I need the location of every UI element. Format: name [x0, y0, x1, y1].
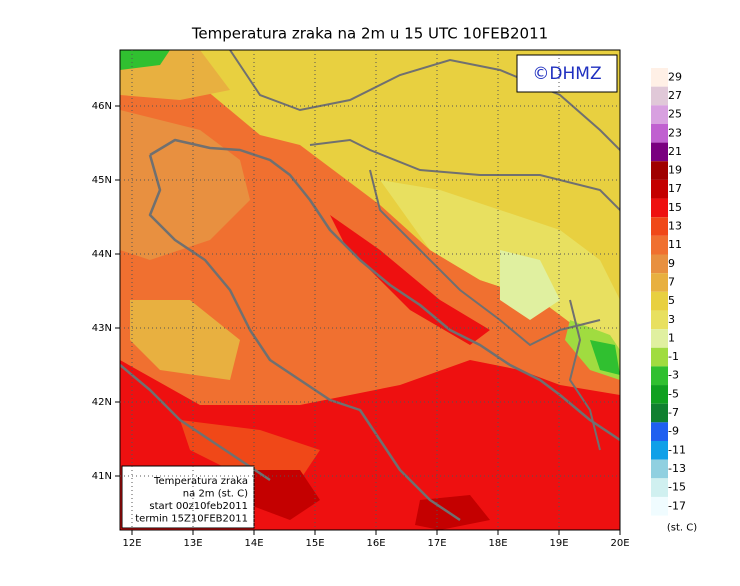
colorbar-label: 27 — [668, 89, 682, 102]
title: Temperatura zraka na 2m u 15 UTC 10FEB20… — [191, 25, 548, 43]
colorbar-label: -1 — [668, 350, 679, 363]
info-line: termin 15Z10FEB2011 — [135, 514, 248, 525]
colorbar-swatch — [651, 86, 668, 106]
colorbar-swatch — [651, 235, 668, 255]
colorbar-swatch — [651, 217, 668, 236]
lon-label: 12E — [122, 538, 141, 549]
colorbar-label: 7 — [668, 275, 675, 288]
copyright: ©DHMZ — [532, 64, 601, 84]
lat-label: 42N — [92, 397, 112, 408]
colorbar-swatch — [651, 422, 668, 441]
colorbar-swatch — [651, 123, 668, 143]
colorbar-label: -9 — [668, 425, 679, 438]
colorbar-label: 23 — [668, 126, 682, 139]
colorbar-label: 1 — [668, 331, 675, 344]
lon-label: 14E — [244, 538, 263, 549]
colorbar-label: -7 — [668, 406, 679, 419]
colorbar-swatch — [651, 310, 668, 330]
colorbar-swatch — [651, 198, 668, 218]
colorbar-swatch — [651, 254, 668, 274]
colorbar-label: -17 — [668, 499, 686, 512]
lon-label: 19E — [549, 538, 568, 549]
info-line: na 2m (st. C) — [183, 489, 248, 500]
colorbar-swatch — [651, 496, 668, 516]
lon-label: 16E — [366, 538, 385, 549]
colorbar-label: 21 — [668, 145, 682, 158]
colorbar-label: -11 — [668, 443, 686, 456]
temperature-field — [120, 50, 620, 530]
lat-label: 44N — [92, 249, 112, 260]
colorbar-unit: (st. C) — [667, 523, 697, 534]
colorbar-swatch — [651, 273, 668, 292]
colorbar-swatch — [651, 385, 668, 404]
lat-label: 45N — [92, 175, 112, 186]
colorbar-label: 9 — [668, 257, 675, 270]
colorbar-swatch — [651, 329, 668, 348]
map-frame — [119, 49, 621, 531]
colorbar-label: -5 — [668, 387, 679, 400]
colorbar-label: 11 — [668, 238, 682, 251]
colorbar-swatch — [651, 347, 668, 367]
info-line: start 00z10feb2011 — [149, 501, 248, 512]
colorbar-swatch — [651, 291, 668, 311]
colorbar-label: -15 — [668, 481, 686, 494]
colorbar-swatch — [651, 179, 668, 199]
colorbar-label: 17 — [668, 182, 682, 195]
colorbar-label: 25 — [668, 108, 682, 121]
colorbar-label: 3 — [668, 313, 675, 326]
colorbar-label: 13 — [668, 220, 682, 233]
colorbar-swatch — [651, 68, 668, 87]
info-line: Temperatura zraka — [153, 476, 248, 487]
colorbar-swatch — [651, 105, 668, 124]
colorbar: 29 27 25 23 21 19 17 15 13 11 9 7 5 3 1 -1 -3 -5 -7 -9 -11 -1… — [651, 68, 697, 534]
lat-label: 41N — [92, 471, 112, 482]
colorbar-swatch — [651, 366, 668, 386]
colorbar-label: -3 — [668, 369, 679, 382]
colorbar-swatch — [651, 142, 668, 162]
graticule: 12E 13E 14E 15E 16E 17E 18E 19E 20E 46N 45N 44N 43N 4… — [92, 50, 630, 549]
colorbar-swatch — [651, 161, 668, 180]
colorbar-label: 5 — [668, 294, 675, 307]
colorbar-swatch — [651, 478, 668, 497]
colorbar-swatch — [651, 459, 668, 479]
colorbar-label: 19 — [668, 164, 682, 177]
lon-label: 13E — [183, 538, 202, 549]
lon-label: 20E — [610, 538, 629, 549]
lon-label: 18E — [488, 538, 507, 549]
colorbar-label: -13 — [668, 462, 686, 475]
lon-label: 17E — [427, 538, 446, 549]
colorbar-label: 29 — [668, 70, 682, 83]
colorbar-swatch — [651, 403, 668, 423]
colorbar-label: 15 — [668, 201, 682, 214]
lon-label: 15E — [305, 538, 324, 549]
lat-label: 43N — [92, 323, 112, 334]
lat-label: 46N — [92, 101, 112, 112]
colorbar-swatch — [651, 441, 668, 460]
copyright-box — [516, 54, 618, 93]
